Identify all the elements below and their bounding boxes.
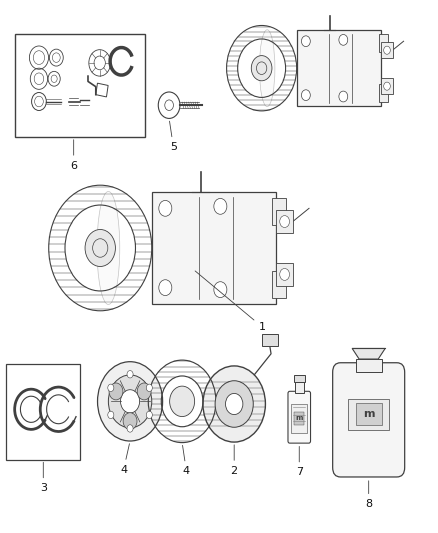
Text: 3: 3 <box>40 462 47 494</box>
Circle shape <box>214 282 227 297</box>
Text: 4: 4 <box>120 444 130 475</box>
Circle shape <box>146 411 152 418</box>
Circle shape <box>280 269 290 280</box>
Circle shape <box>127 370 133 378</box>
Bar <box>276 263 293 286</box>
Bar <box>272 198 286 225</box>
Bar <box>291 404 307 433</box>
FancyBboxPatch shape <box>333 363 405 477</box>
Bar <box>152 192 276 304</box>
Text: 4: 4 <box>183 446 190 477</box>
Bar <box>356 359 381 372</box>
Circle shape <box>339 35 348 45</box>
Circle shape <box>301 90 310 101</box>
Circle shape <box>170 386 194 417</box>
Ellipse shape <box>259 30 275 107</box>
Bar <box>262 334 278 346</box>
Bar <box>381 78 392 94</box>
Bar <box>381 42 392 58</box>
Text: 5: 5 <box>170 121 177 152</box>
Circle shape <box>280 216 290 228</box>
Bar <box>297 30 381 107</box>
Circle shape <box>109 383 123 400</box>
Circle shape <box>127 425 133 432</box>
Circle shape <box>108 384 114 392</box>
Circle shape <box>301 36 310 46</box>
Text: 2: 2 <box>231 445 238 476</box>
Bar <box>276 209 293 233</box>
Circle shape <box>215 381 253 427</box>
Bar <box>356 403 381 425</box>
Bar <box>378 35 388 52</box>
Circle shape <box>159 200 172 216</box>
Circle shape <box>203 366 265 442</box>
Circle shape <box>123 413 137 430</box>
Circle shape <box>159 280 172 296</box>
Ellipse shape <box>97 191 120 304</box>
Bar <box>96 83 108 97</box>
Circle shape <box>251 55 272 81</box>
Bar <box>7 365 80 459</box>
Circle shape <box>214 198 227 214</box>
Circle shape <box>120 390 140 413</box>
Circle shape <box>108 411 114 418</box>
Circle shape <box>137 383 151 400</box>
Circle shape <box>339 91 348 102</box>
Circle shape <box>85 230 116 266</box>
Bar <box>15 34 145 137</box>
Bar <box>295 382 304 393</box>
Circle shape <box>384 82 390 90</box>
Bar <box>272 271 286 297</box>
Text: 1: 1 <box>195 271 266 332</box>
Circle shape <box>226 393 243 415</box>
Bar <box>294 412 304 425</box>
Circle shape <box>108 375 152 428</box>
Text: 7: 7 <box>296 447 303 478</box>
Text: m: m <box>363 408 374 418</box>
Bar <box>378 84 388 102</box>
Text: m: m <box>296 415 303 421</box>
Bar <box>293 375 305 382</box>
Text: 6: 6 <box>70 140 77 171</box>
Circle shape <box>384 46 390 54</box>
Polygon shape <box>352 349 385 359</box>
FancyBboxPatch shape <box>288 391 311 443</box>
Circle shape <box>146 384 152 392</box>
Circle shape <box>98 362 162 441</box>
Bar <box>348 399 389 431</box>
Text: 8: 8 <box>365 481 372 509</box>
